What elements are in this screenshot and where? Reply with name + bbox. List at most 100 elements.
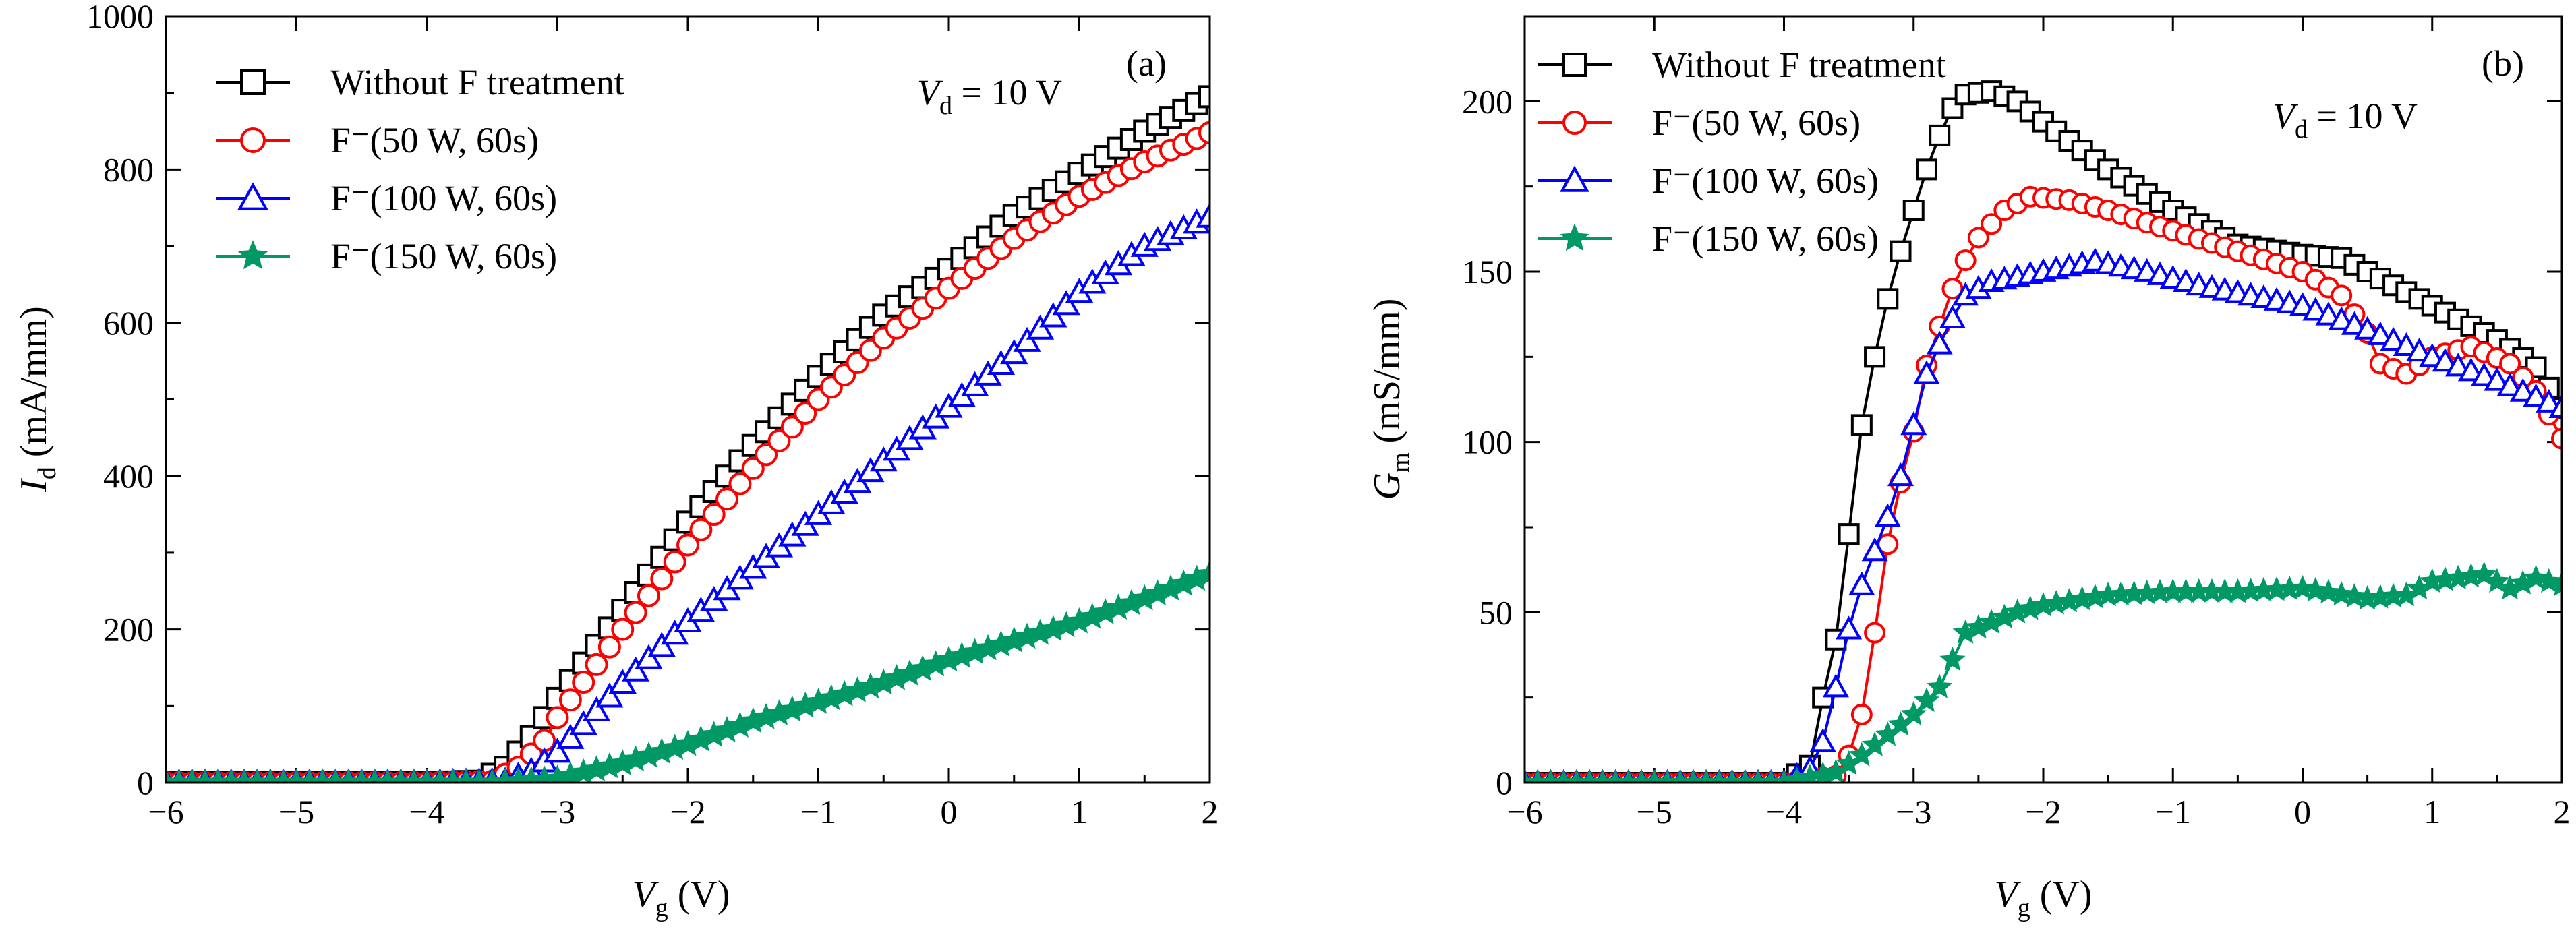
data-point: [1039, 302, 1067, 328]
data-point: [572, 671, 595, 694]
x-tick-label: 0: [941, 793, 958, 831]
data-point: [2548, 571, 2562, 597]
data-point: [2432, 348, 2459, 372]
series-3: [166, 202, 1210, 783]
data-point: [1939, 647, 1966, 671]
legend-label: F⁻(50 W, 60s): [330, 120, 539, 160]
data-point: [1861, 537, 1888, 562]
data-point: [647, 632, 676, 657]
data-point: [2406, 338, 2433, 362]
data-point: [650, 567, 674, 591]
series-2: [166, 121, 1210, 783]
data-point: [582, 696, 611, 721]
data-point: [1926, 330, 1953, 355]
y-tick-label: 1000: [86, 0, 154, 35]
data-point: [2419, 343, 2446, 367]
data-point: [1954, 249, 1977, 272]
data-point: [1850, 703, 1873, 725]
panel-b: −6 −5 −4 −3 −2 −1 0 1 2 0 50 100 150 200 Vg (V) Gm (m…: [1366, 15, 2571, 922]
x-tick-label: −5: [1637, 793, 1672, 831]
x-tick-label: −1: [2155, 793, 2191, 831]
data-point: [2367, 321, 2394, 345]
data-point: [597, 635, 621, 659]
data-point: [1890, 240, 1912, 262]
data-point: [676, 533, 699, 557]
y-axis-label: Id (mA/mm): [13, 306, 61, 493]
x-tick-label: −3: [1896, 793, 1931, 831]
data-point: [569, 710, 597, 735]
x-tick-label: −1: [800, 793, 836, 831]
data-point: [2302, 576, 2329, 602]
data-point: [2302, 297, 2329, 321]
x-y-ticks: [165, 15, 1211, 784]
y-tick-label: 800: [103, 150, 154, 188]
data-point: [2380, 326, 2407, 351]
legend-marker: [1560, 223, 1589, 251]
data-point: [1198, 121, 1210, 144]
data-point: [1052, 290, 1080, 316]
data-point: [546, 706, 569, 729]
data-point: [2289, 574, 2316, 600]
x-axis-label: Vg (V): [1995, 874, 2092, 922]
y-tick-label: 50: [1479, 593, 1513, 631]
data-point: [1196, 560, 1210, 587]
data-point: [556, 723, 585, 749]
data-point: [1850, 414, 1873, 436]
data-point: [1900, 411, 1927, 436]
x-tick-label: −5: [279, 793, 314, 831]
data-point: [1013, 326, 1041, 352]
data-point: [2471, 362, 2498, 386]
data-point: [2457, 357, 2484, 382]
data-point: [2341, 311, 2368, 335]
tick-labels: −6 −5 −4 −3 −2 −1 0 1 2 0 200 400 600 800 1000: [86, 0, 1219, 831]
data-point: [1864, 622, 1886, 644]
data-point: [1981, 213, 2003, 235]
y-axis-label: Gm (mS/mm): [1366, 299, 1415, 500]
series-group: [166, 85, 1210, 783]
data-point: [2496, 372, 2523, 396]
drain-voltage-annotation: Vd = 10 V: [917, 72, 1062, 120]
data-point: [689, 518, 713, 541]
data-point: [635, 644, 663, 669]
legend-label: F⁻(50 W, 60s): [1652, 102, 1861, 143]
x-tick-label: 2: [1202, 793, 1219, 831]
series-3: [1525, 247, 2562, 783]
data-point: [1927, 673, 1953, 698]
data-point: [608, 668, 637, 694]
data-point: [728, 472, 752, 495]
data-point: [1967, 227, 1989, 249]
data-point: [2329, 581, 2355, 606]
data-point: [2548, 394, 2562, 419]
legend-label: F⁻(100 W, 60s): [330, 178, 557, 218]
x-tick-label: −6: [148, 793, 183, 831]
data-point: [1838, 523, 1860, 545]
x-tick-label: −4: [1766, 793, 1802, 831]
data-point: [2551, 427, 2562, 450]
data-point: [1822, 673, 1849, 698]
legend-item: F⁻(50 W, 60s): [1538, 102, 1861, 143]
data-point: [2509, 378, 2536, 402]
data-point: [1913, 360, 1940, 384]
data-point: [1198, 85, 1210, 109]
legend-item: F⁻(50 W, 60s): [216, 120, 539, 160]
series-4: [166, 560, 1210, 783]
legend-item: F⁻(150 W, 60s): [216, 236, 557, 276]
data-point: [663, 550, 686, 574]
x-axis-label: Vg (V): [633, 874, 730, 922]
series-line: [166, 131, 1210, 783]
data-point: [1887, 462, 1914, 487]
data-point: [1929, 124, 1951, 146]
plot-frame: [165, 15, 1211, 784]
data-point: [1026, 314, 1055, 340]
legend-label: Without F treatment: [1652, 44, 1946, 85]
y-tick-label: 400: [103, 457, 154, 495]
y-tick-label: 0: [137, 764, 154, 802]
data-point: [1877, 288, 1899, 310]
data-point: [2315, 578, 2342, 604]
legend-marker: [1562, 111, 1587, 135]
data-point: [767, 429, 791, 452]
data-point: [624, 601, 647, 624]
data-point: [1915, 158, 1937, 181]
